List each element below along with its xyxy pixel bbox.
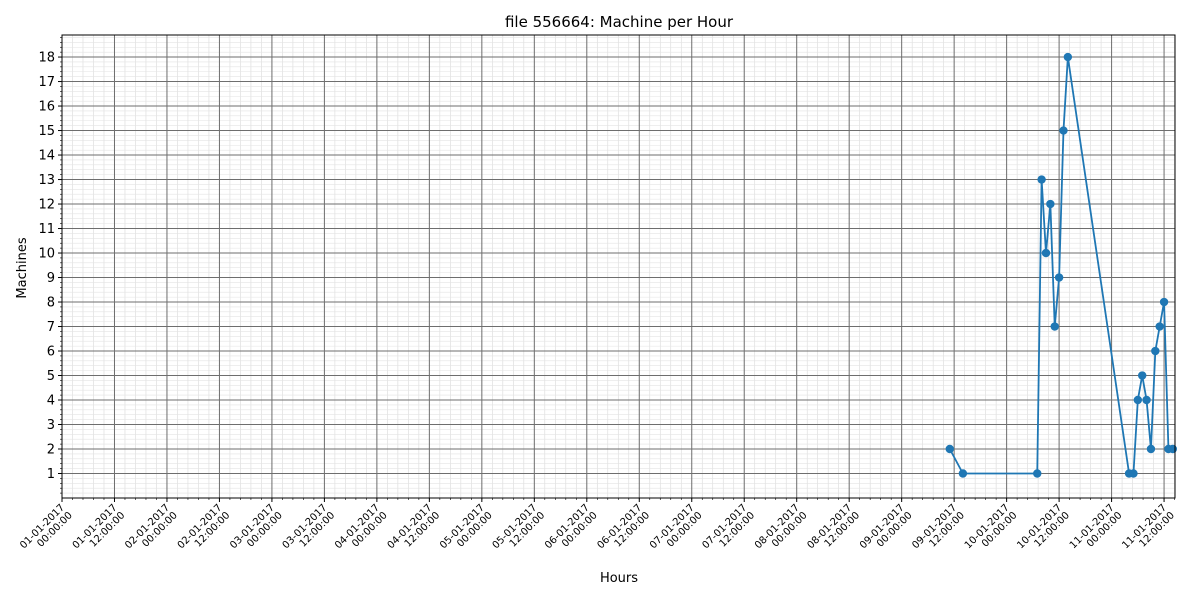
- data-point: [1129, 469, 1138, 478]
- y-tick-label: 16: [38, 100, 55, 115]
- data-point: [945, 444, 954, 454]
- data-point: [1046, 199, 1055, 209]
- data-point: [1033, 469, 1042, 478]
- data-point: [1168, 444, 1178, 454]
- y-tick-label: 14: [38, 149, 55, 164]
- data-point: [958, 469, 968, 478]
- y-tick-label: 15: [38, 124, 55, 139]
- series-group: [945, 52, 1178, 478]
- y-tick-label: 5: [47, 369, 55, 384]
- y-tick-label: 6: [47, 345, 55, 360]
- data-point: [1142, 395, 1151, 405]
- y-tick-label: 8: [47, 296, 55, 311]
- y-tick-label: 1: [47, 467, 55, 482]
- y-tick-label: 10: [38, 247, 55, 262]
- y-tick-label: 4: [47, 394, 55, 409]
- y-tick-label: 18: [38, 51, 55, 66]
- y-axis-label: Machines: [15, 237, 30, 298]
- y-tick-label: 2: [47, 443, 55, 458]
- data-point: [1146, 444, 1156, 454]
- y-tick-label: 11: [38, 222, 55, 237]
- data-point: [1151, 346, 1160, 356]
- y-tick-label: 12: [38, 198, 55, 213]
- y-tick-label: 9: [47, 271, 55, 286]
- chart-title: file 556664: Machine per Hour: [505, 13, 734, 31]
- y-tick-label: 13: [38, 173, 55, 188]
- data-point: [1138, 371, 1147, 380]
- data-point: [1059, 126, 1068, 135]
- data-point: [1133, 395, 1143, 405]
- plot-frame: [61, 34, 1176, 499]
- major-grid: [61, 35, 1175, 498]
- data-point: [1050, 322, 1059, 331]
- y-tick-label: 7: [47, 320, 55, 335]
- data-point: [1155, 322, 1164, 331]
- minor-grid: [60, 35, 1175, 500]
- data-point: [1037, 175, 1046, 184]
- data-point: [1159, 297, 1169, 307]
- data-point: [1054, 273, 1064, 282]
- y-tick-label: 17: [38, 75, 55, 90]
- x-axis-label: Hours: [600, 571, 638, 586]
- y-tick-label: 3: [47, 418, 55, 433]
- data-point: [1063, 52, 1073, 62]
- data-point: [1041, 248, 1051, 258]
